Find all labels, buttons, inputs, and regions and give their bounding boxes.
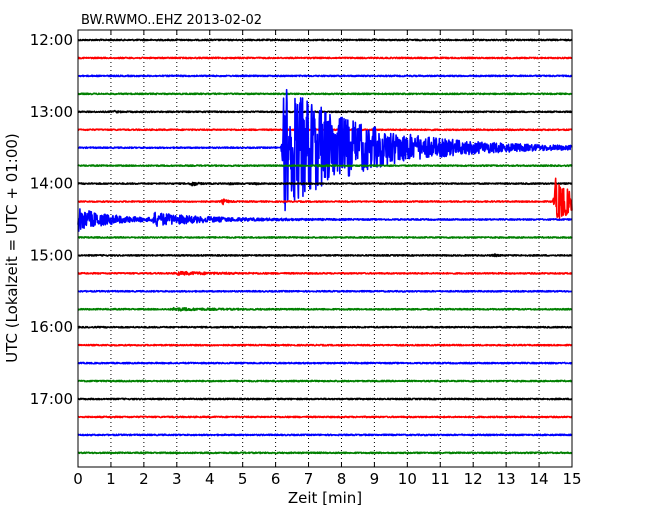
x-tick-label-3: 3 <box>172 470 182 488</box>
x-tick-label-9: 9 <box>370 470 380 488</box>
x-tick-label-4: 4 <box>205 470 215 488</box>
x-tick-label-15: 15 <box>562 470 581 488</box>
x-tick-label-5: 5 <box>238 470 248 488</box>
trace-1645 <box>77 379 573 383</box>
y-tick-label-5: 17:00 <box>30 390 73 408</box>
trace-1215 <box>77 56 573 60</box>
x-tick-label-6: 6 <box>271 470 281 488</box>
trace-1430 <box>77 208 573 232</box>
y-tick-label-0: 12:00 <box>30 31 73 49</box>
x-gridlines <box>110 30 540 467</box>
x-tick-label-0: 0 <box>73 470 83 488</box>
y-tick-label-1: 13:00 <box>30 103 73 121</box>
y-axis-ticks: 12:00 13:00 14:00 15:00 16:00 17:00 <box>30 31 83 408</box>
y-axis-label: UTC (Lokalzeit = UTC + 01:00) <box>3 133 21 363</box>
x-tick-label-7: 7 <box>304 470 314 488</box>
trace-1445 <box>77 236 573 239</box>
trace-1745 <box>77 451 573 455</box>
x-tick-label-1: 1 <box>106 470 116 488</box>
trace-1715 <box>77 415 573 419</box>
trace-1230 <box>77 74 573 78</box>
x-tick-label-2: 2 <box>139 470 149 488</box>
y-tick-label-2: 14:00 <box>30 175 73 193</box>
plot-frame <box>77 29 573 468</box>
trace-1415 <box>77 177 573 220</box>
x-tick-label-12: 12 <box>464 470 483 488</box>
x-axis-label: Zeit [min] <box>288 489 362 507</box>
seismogram-traces <box>77 38 573 455</box>
x-tick-label-11: 11 <box>431 470 450 488</box>
x-tick-label-14: 14 <box>530 470 549 488</box>
trace-1400 <box>77 181 573 187</box>
trace-1345 <box>77 163 573 168</box>
y-tick-label-3: 15:00 <box>30 246 73 264</box>
trace-1600 <box>77 325 573 329</box>
trace-1730 <box>77 433 573 437</box>
x-tick-label-10: 10 <box>398 470 417 488</box>
y-tick-label-4: 16:00 <box>30 318 73 336</box>
trace-1515 <box>77 270 573 276</box>
x-tick-label-8: 8 <box>337 470 347 488</box>
trace-1245 <box>77 92 573 96</box>
x-tick-label-13: 13 <box>497 470 516 488</box>
trace-1200 <box>77 38 573 42</box>
trace-1700 <box>77 397 573 401</box>
chart-title: BW.RWMO..EHZ 2013-02-02 <box>81 13 262 28</box>
trace-1615 <box>77 343 573 347</box>
trace-1330 <box>77 88 573 212</box>
trace-1500 <box>77 253 573 258</box>
trace-1630 <box>77 361 573 365</box>
x-axis-ticks: 0 1 2 3 4 5 6 7 8 9 10 11 12 13 14 15 <box>73 30 582 488</box>
trace-1530 <box>77 289 573 293</box>
trace-1300 <box>77 109 573 114</box>
trace-1545 <box>77 306 573 312</box>
